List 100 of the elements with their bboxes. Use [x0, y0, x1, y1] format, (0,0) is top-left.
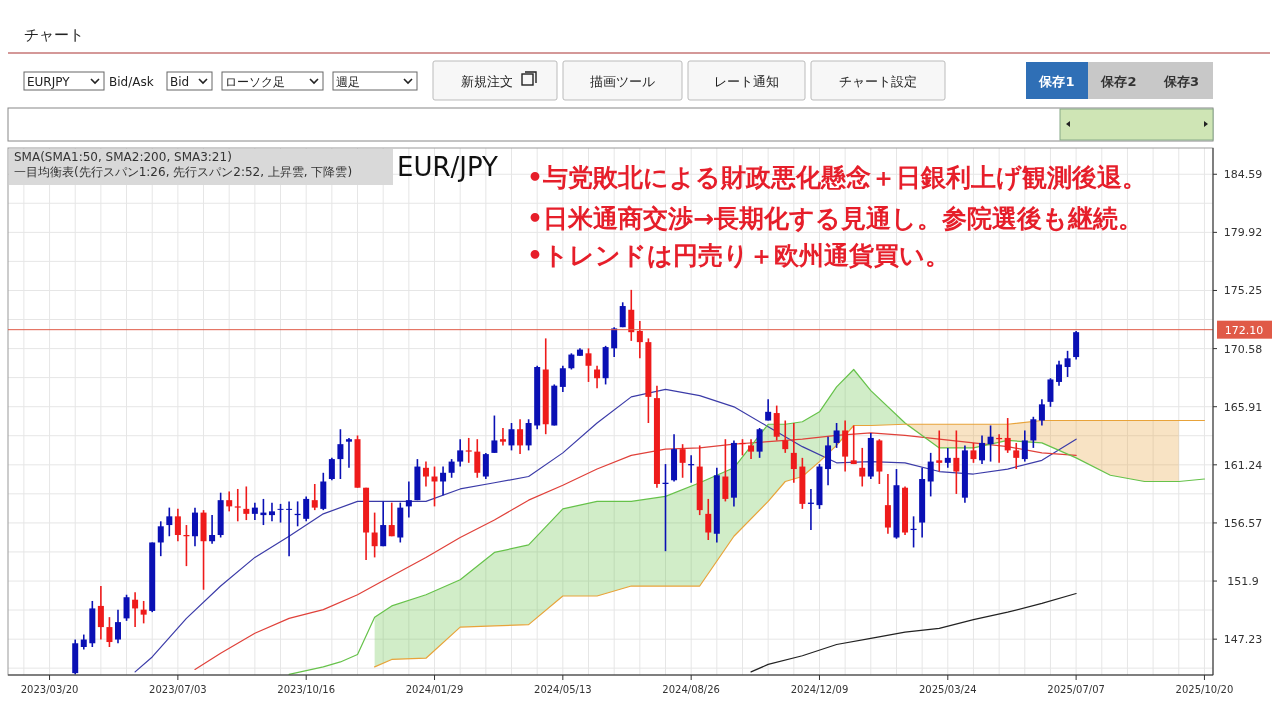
candlestick: [482, 452, 489, 480]
candlestick: [491, 414, 498, 454]
candlestick: [782, 419, 789, 454]
candlestick: [1047, 377, 1054, 408]
annotation: •日米通商交渉→長期化する見通し。参院選後も継続。: [527, 204, 1143, 233]
line-series: [288, 368, 1206, 675]
x-tick-label: 2025/03/24: [918, 684, 977, 695]
y-tick-label: 161.24: [1223, 458, 1263, 472]
candlestick: [448, 458, 455, 479]
y-tick-label: 165.91: [1223, 400, 1263, 414]
y-tick-label: 147.23: [1223, 633, 1263, 647]
x-tick-label: 2024/12/09: [790, 684, 849, 695]
candlestick: [953, 429, 960, 495]
candlestick: [773, 404, 780, 442]
chart-title: EUR/JPY: [397, 152, 499, 182]
candlestick: [243, 485, 250, 521]
candlestick: [422, 460, 429, 488]
candlestick: [114, 608, 121, 645]
candlestick: [440, 465, 447, 496]
candlestick: [705, 498, 712, 541]
candlestick: [123, 593, 130, 622]
candlestick: [157, 520, 164, 557]
candlestick: [628, 289, 635, 342]
candlestick: [465, 437, 472, 464]
line-series: [134, 388, 1077, 673]
x-tick-label: 2023/03/20: [20, 684, 79, 695]
candlestick: [927, 452, 934, 498]
line-series: [750, 592, 1077, 673]
candlestick: [585, 347, 592, 383]
candlestick: [748, 438, 755, 460]
candlestick: [380, 500, 387, 548]
x-tick-label: 2023/10/16: [277, 684, 336, 695]
candlestick: [132, 591, 139, 628]
candlestick: [457, 438, 464, 468]
text: 描画ツール: [590, 74, 655, 89]
candlestick: [226, 490, 233, 513]
candlestick: [559, 364, 566, 393]
candlestick: [979, 434, 986, 465]
candlestick: [191, 506, 198, 548]
candlestick: [277, 503, 284, 524]
text: 保存2: [1100, 74, 1137, 89]
candlestick: [106, 616, 113, 648]
text: EURJPY: [27, 75, 71, 89]
candlestick: [286, 500, 293, 557]
candlestick: [679, 443, 686, 479]
text: 保存3: [1162, 74, 1200, 89]
candlestick: [405, 480, 412, 519]
text: チャート設定: [839, 74, 917, 89]
candlestick: [1013, 442, 1020, 470]
candlestick: [1056, 359, 1063, 387]
candlestick: [474, 438, 481, 479]
candlestick: [765, 398, 772, 422]
annotation: SMA(SMA1:50, SMA2:200, SMA3:21): [14, 150, 232, 164]
candlestick: [970, 442, 977, 464]
candlestick: [636, 320, 643, 360]
candlestick: [944, 447, 951, 469]
y-tick-label: 156.57: [1223, 516, 1263, 530]
candlestick: [790, 422, 797, 484]
candlestick: [1021, 429, 1028, 463]
x-tick-label: 2025/10/20: [1175, 684, 1234, 695]
candlestick: [508, 422, 515, 452]
candlestick: [140, 600, 147, 625]
candlestick: [209, 514, 216, 545]
text: チャート: [24, 26, 84, 44]
candlestick: [987, 424, 994, 463]
text: ローソク足: [225, 75, 285, 89]
text: 保存1: [1038, 74, 1075, 89]
x-tick-label: 2023/07/03: [149, 684, 207, 695]
ref-line-label: 172.10: [1224, 323, 1264, 337]
candlestick: [850, 424, 857, 465]
candlestick: [337, 428, 344, 480]
text: 週足: [336, 75, 360, 89]
candlestick: [756, 427, 763, 459]
annotation: •トレンドは円売り＋欧州通貨買い。: [527, 241, 950, 270]
candlestick: [859, 447, 866, 488]
candlestick: [371, 511, 378, 559]
text: レート通知: [714, 74, 779, 89]
y-tick-label: 170.58: [1223, 342, 1263, 356]
candlestick: [1004, 417, 1011, 454]
candlestick: [936, 429, 943, 473]
text: 新規注文: [461, 74, 513, 89]
candlestick: [517, 418, 524, 455]
candlestick: [303, 495, 310, 523]
y-tick-label: 184.59: [1223, 168, 1263, 182]
candlestick: [328, 457, 335, 482]
x-tick-label: 2024/08/26: [662, 684, 720, 695]
line-series: [194, 432, 1077, 670]
candlestick: [174, 508, 181, 543]
candlestick: [345, 437, 352, 469]
candlestick: [268, 501, 275, 523]
candlestick: [619, 301, 626, 328]
y-tick-label: 151.9: [1227, 575, 1259, 589]
candlestick: [388, 501, 395, 538]
candlestick: [833, 422, 840, 449]
candlestick: [825, 435, 832, 487]
text: Bid: [170, 75, 190, 89]
candlestick: [499, 427, 506, 447]
candlestick: [525, 418, 532, 452]
candlestick: [884, 473, 891, 535]
candlestick: [1030, 415, 1037, 449]
